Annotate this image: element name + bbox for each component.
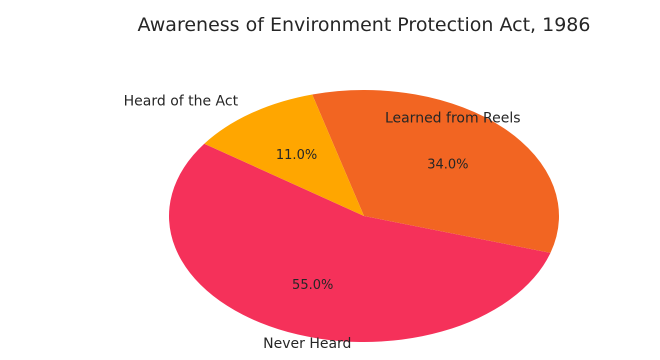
slice-never-heard	[169, 143, 551, 343]
pie-labels: 55.0% Never Heard 34.0% Learned from Reels 1…	[124, 94, 521, 352]
pie-slices	[169, 90, 560, 343]
slice-heard-of-the-act	[204, 94, 364, 216]
pct-label-heard-of-the-act: 11.0%	[276, 148, 317, 163]
pct-label-learned-from-reels: 34.0%	[427, 157, 468, 172]
chart-title: Awareness of Environment Protection Act,…	[138, 14, 591, 36]
category-label-learned-from-reels: Learned from Reels	[385, 111, 521, 127]
pct-label-never-heard: 55.0%	[292, 278, 333, 293]
category-label-never-heard: Never Heard	[263, 336, 351, 352]
slice-learned-from-reels	[312, 90, 560, 253]
category-label-heard-of-the-act: Heard of the Act	[124, 94, 239, 110]
